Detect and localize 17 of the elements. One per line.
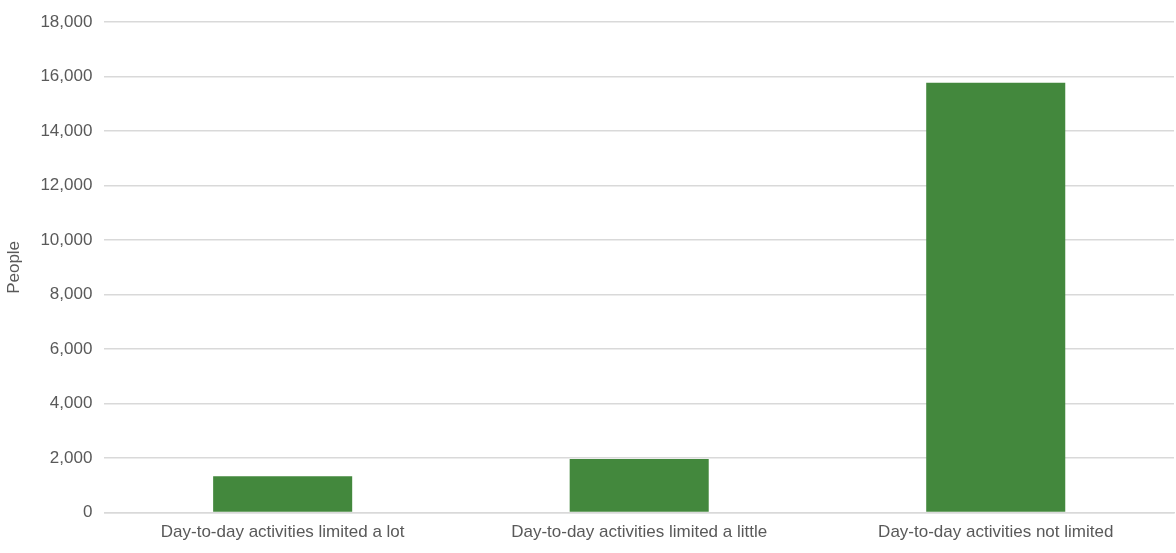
x-tick-label: Day-to-day activities not limited	[878, 522, 1114, 542]
y-tick-label: 12,000	[40, 175, 93, 195]
y-tick-label: 6,000	[49, 338, 93, 358]
x-tick-label: Day-to-day activities limited a little	[511, 522, 768, 542]
y-tick-label: 18,000	[40, 11, 93, 31]
y-tick-label: 16,000	[40, 66, 93, 86]
bar	[569, 458, 709, 512]
y-tick-label: 4,000	[49, 393, 93, 413]
y-tick-label: 8,000	[49, 284, 93, 304]
y-tick-label: 10,000	[40, 229, 93, 249]
bar	[213, 476, 353, 512]
y-tick-label: 2,000	[49, 447, 93, 467]
y-axis-title: People	[3, 240, 23, 294]
x-tick-label: Day-to-day activities limited a lot	[160, 522, 405, 542]
y-tick-label: 0	[82, 502, 93, 522]
bar	[926, 82, 1066, 512]
y-tick-label: 14,000	[40, 120, 93, 140]
